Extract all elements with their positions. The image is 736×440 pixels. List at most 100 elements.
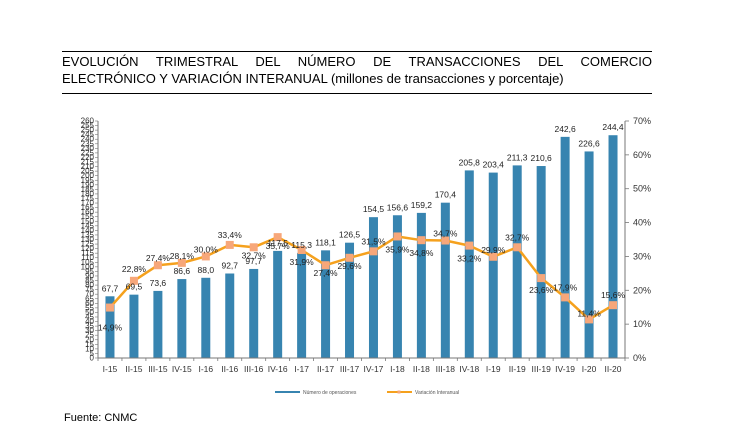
line-value-label: 34,7% <box>433 229 458 239</box>
line-marker <box>297 245 306 254</box>
line-marker <box>609 301 618 310</box>
line-value-label: 17,9% <box>553 282 578 292</box>
line-marker <box>513 243 522 252</box>
left-axis-tick-label: 210 <box>81 162 95 171</box>
left-axis-tick-label: 250 <box>81 126 95 135</box>
variation-line <box>109 235 614 321</box>
line-value-label: 32,7% <box>242 250 267 260</box>
bar-value-label: 92,7 <box>221 261 238 271</box>
left-axis-tick-label: 120 <box>81 244 95 253</box>
left-axis-tick-label: 220 <box>81 153 95 162</box>
left-axis-tick-label: 160 <box>81 208 95 217</box>
x-axis-tick-label: IV-19 <box>555 364 575 374</box>
x-axis-tick-label: II-18 <box>413 364 430 374</box>
bar <box>345 242 355 358</box>
bar <box>105 296 115 358</box>
left-axis-tick-label: 15 <box>85 340 94 349</box>
line-series <box>105 232 618 324</box>
title-top-rule <box>62 51 652 52</box>
left-axis-tick-label: 240 <box>81 135 95 144</box>
x-axis-tick-label: I-18 <box>390 364 405 374</box>
bar <box>440 202 450 358</box>
left-axis-tick-label: 30 <box>85 326 94 335</box>
line-value-label: 29,6% <box>337 261 362 271</box>
bar <box>321 250 331 358</box>
x-axis-tick-label: III-15 <box>148 364 168 374</box>
bar-value-label: 159,2 <box>411 200 433 210</box>
left-axis-tick-label: 0 <box>90 354 95 363</box>
line-marker <box>273 233 282 242</box>
bar <box>368 217 378 358</box>
line-marker <box>369 247 378 256</box>
line-value-label: 27,4% <box>314 268 339 278</box>
x-axis-tick-label: III-16 <box>244 364 264 374</box>
x-axis-tick-label: II-15 <box>125 364 142 374</box>
bar-value-label: 154,5 <box>363 204 385 214</box>
bar-value-label: 115,3 <box>291 240 312 250</box>
bar-series <box>105 135 618 358</box>
legend-label-line: Variación Interanual <box>415 390 459 396</box>
x-axis-tick-label: II-19 <box>509 364 526 374</box>
line-value-label: 30,0% <box>194 244 219 254</box>
bar <box>177 279 187 358</box>
line-marker <box>393 232 402 241</box>
line-value-label: 23,6% <box>529 285 554 295</box>
left-axis-tick-label: 200 <box>81 171 95 180</box>
line-value-label: 22,8% <box>122 264 147 274</box>
line-value-label: 35,7% <box>266 241 291 251</box>
right-axis-tick-label: 70% <box>633 116 651 126</box>
x-axis-tick-label: IV-15 <box>172 364 192 374</box>
bar-value-label: 69,5 <box>126 282 143 292</box>
right-axis: 0% 10% 20% 30% 40% 50% 60% 70% <box>624 116 651 363</box>
left-axis-tick-label: 60 <box>85 299 94 308</box>
bar-value-label: 126,5 <box>339 230 361 240</box>
left-axis-tick-label: 55 <box>85 303 94 312</box>
right-axis-tick-label: 20% <box>633 285 651 295</box>
bar-value-label: 156,6 <box>387 202 409 212</box>
bar <box>273 250 283 358</box>
x-axis-tick-label: IV-17 <box>364 364 384 374</box>
left-axis-tick-label: 110 <box>81 253 94 262</box>
line-value-label: 15,6% <box>601 290 626 300</box>
left-axis-tick-label: 70 <box>85 290 94 299</box>
left-axis-tick-label: 255 <box>81 121 95 130</box>
line-value-label: 28,1% <box>170 251 195 261</box>
x-axis-tick-label: II-17 <box>317 364 334 374</box>
left-axis: 0510152025303540455055606570758085909510… <box>81 117 99 363</box>
bar <box>608 135 618 358</box>
left-axis-tick-label: 180 <box>81 189 95 198</box>
legend-marker <box>397 390 401 394</box>
x-axis-tick-label: III-19 <box>531 364 551 374</box>
line-marker <box>441 236 450 245</box>
left-axis-tick-label: 145 <box>81 221 95 230</box>
left-axis-tick-label: 225 <box>81 148 95 157</box>
right-axis-tick-label: 10% <box>633 319 651 329</box>
left-axis-tick-label: 125 <box>81 240 95 249</box>
line-value-label: 29,9% <box>481 245 506 255</box>
bar <box>201 277 211 358</box>
bar <box>249 268 259 358</box>
line-value-label: 35,9% <box>385 244 410 254</box>
right-axis-tick-label: 30% <box>633 251 651 261</box>
right-axis-tick-label: 0% <box>633 353 646 363</box>
left-axis-tick-label: 90 <box>85 271 94 280</box>
bar-value-label: 117,5 <box>267 238 288 248</box>
bar <box>416 212 426 358</box>
bar-value-label: 210,6 <box>531 153 553 163</box>
left-axis-tick-label: 260 <box>81 117 95 126</box>
left-axis-tick-label: 140 <box>81 226 95 235</box>
bar-value-label: 73,6 <box>150 278 167 288</box>
line-marker <box>225 240 234 249</box>
x-axis-tick-label: II-16 <box>221 364 238 374</box>
bar-value-label: 88,0 <box>198 265 215 275</box>
x-axis: I-15 II-15 III-15 IV-15 I-16 II-16 III-16 IV-16… <box>97 357 626 374</box>
line-marker <box>489 252 498 261</box>
line-marker <box>585 315 594 324</box>
line-marker <box>105 303 114 312</box>
left-axis-tick-label: 165 <box>81 203 95 212</box>
left-axis-tick-label: 50 <box>85 308 94 317</box>
x-axis-tick-label: I-16 <box>198 364 213 374</box>
right-axis-tick-label: 40% <box>633 218 651 228</box>
x-axis-tick-label: IV-16 <box>268 364 288 374</box>
line-marker <box>465 241 474 250</box>
